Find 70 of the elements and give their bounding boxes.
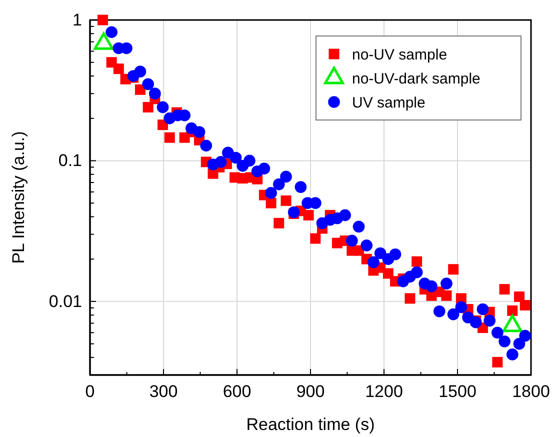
- point: [492, 356, 503, 368]
- point: [265, 187, 277, 199]
- point: [476, 303, 489, 316]
- point: [156, 101, 169, 114]
- point: [200, 140, 212, 152]
- point: [193, 126, 206, 138]
- point: [492, 326, 504, 339]
- point: [389, 248, 402, 260]
- point: [352, 220, 365, 233]
- point: [448, 264, 459, 275]
- point: [346, 234, 358, 247]
- point: [294, 181, 307, 193]
- y-tick-label: 0.01: [48, 292, 82, 311]
- point: [499, 284, 510, 295]
- point: [513, 338, 526, 350]
- point: [266, 198, 276, 208]
- point: [272, 178, 285, 190]
- point: [134, 66, 146, 78]
- point: [368, 256, 380, 268]
- point: [106, 26, 118, 38]
- point: [455, 301, 468, 314]
- point: [310, 233, 321, 244]
- point: [506, 348, 518, 360]
- y-tick-label: 1: [72, 10, 82, 30]
- point: [507, 305, 518, 316]
- point: [440, 278, 452, 290]
- x-tick-label: 1500: [438, 382, 476, 402]
- point: [374, 247, 386, 260]
- point: [484, 314, 496, 327]
- point: [470, 316, 482, 328]
- point: [280, 170, 292, 183]
- point: [382, 268, 394, 279]
- point: [519, 330, 532, 342]
- point: [214, 156, 227, 168]
- point: [230, 152, 242, 164]
- point: [149, 88, 161, 100]
- x-tick-label: 600: [222, 382, 252, 402]
- point: [520, 300, 530, 310]
- point: [274, 218, 284, 228]
- point: [426, 280, 438, 292]
- point: [514, 291, 524, 302]
- x-tick-label: 900: [296, 382, 325, 402]
- point: [97, 14, 108, 26]
- x-tick-label: 0: [85, 382, 95, 402]
- point: [280, 195, 292, 206]
- point: [498, 335, 510, 348]
- legend-label: UV sample: [352, 94, 426, 112]
- y-tick-label: 0.1: [58, 151, 82, 170]
- x-tick-label: 1200: [365, 382, 403, 402]
- legend-label: no-UV sample: [352, 46, 448, 64]
- x-tick-label: 1800: [512, 382, 550, 402]
- point: [412, 256, 422, 267]
- point: [339, 209, 351, 222]
- legend-label: no-UV-dark sample: [352, 70, 480, 88]
- point: [303, 210, 314, 220]
- point: [244, 154, 256, 167]
- point: [360, 240, 373, 252]
- y-axis-title: PL Intensity (a.u.): [9, 131, 28, 264]
- point: [164, 132, 175, 143]
- x-tick-label: 300: [149, 382, 178, 402]
- point: [113, 64, 124, 74]
- point: [410, 266, 423, 278]
- point: [433, 305, 446, 318]
- point: [441, 290, 452, 301]
- point: [142, 78, 154, 90]
- point: [142, 102, 154, 112]
- point: [404, 293, 416, 304]
- point: [258, 162, 270, 174]
- x-axis-title: Reaction time (s): [246, 415, 375, 434]
- point: [447, 308, 460, 320]
